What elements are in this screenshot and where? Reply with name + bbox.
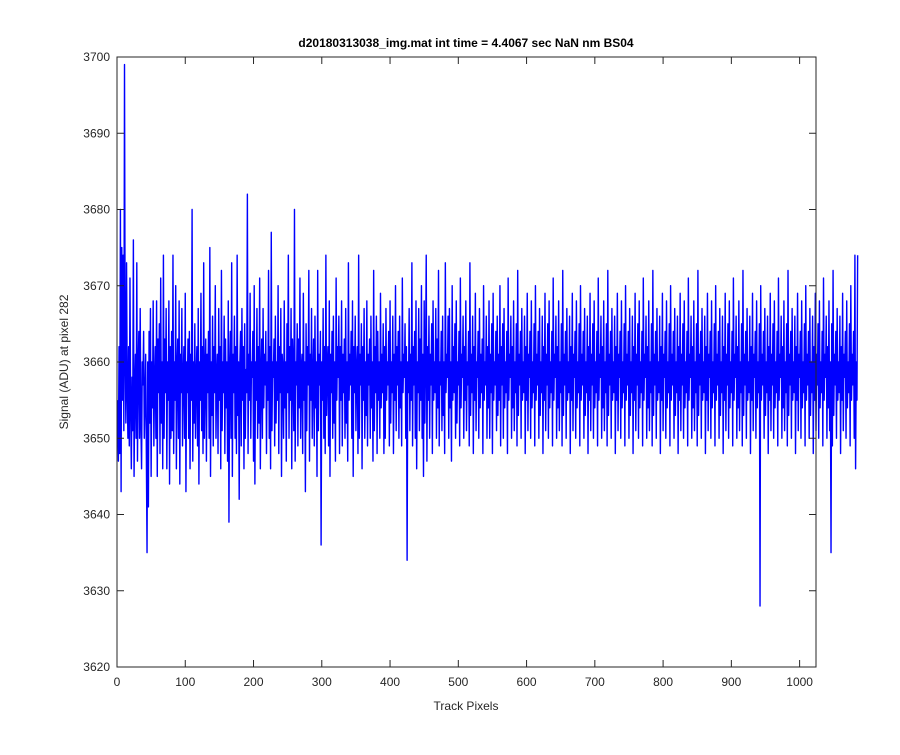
x-tick-label: 100: [175, 675, 195, 689]
x-tick-label: 1000: [786, 675, 813, 689]
x-tick-label: 300: [312, 675, 332, 689]
series-line: [116, 63, 859, 607]
y-tick-label: 3640: [83, 508, 110, 522]
series-layer: [116, 63, 859, 607]
x-axis: 0 100 200 300 400 500 600 700 800 900 1000: [114, 57, 813, 689]
x-tick-label: 900: [721, 675, 741, 689]
y-tick-label: 3630: [83, 584, 110, 598]
y-tick-label: 3660: [83, 355, 110, 369]
y-tick-label: 3670: [83, 279, 110, 293]
y-axis: 3620 3630 3640 3650 3660 3670 3680 3690 3700: [83, 50, 816, 674]
x-tick-label: 700: [585, 675, 605, 689]
y-tick-label: 3620: [83, 660, 110, 674]
x-tick-label: 800: [653, 675, 673, 689]
y-tick-label: 3690: [83, 126, 110, 140]
x-tick-label: 200: [244, 675, 264, 689]
y-tick-label: 3650: [83, 431, 110, 445]
x-tick-label: 500: [448, 675, 468, 689]
y-tick-label: 3680: [83, 203, 110, 217]
x-tick-label: 600: [517, 675, 537, 689]
x-tick-label: 0: [114, 675, 121, 689]
chart-title: d20180313038_img.mat int time = 4.4067 s…: [298, 36, 634, 50]
plot-area: [116, 56, 859, 668]
x-tick-label: 400: [380, 675, 400, 689]
y-axis-label: Signal (ADU) at pixel 282: [57, 294, 71, 429]
x-axis-label: Track Pixels: [434, 699, 499, 713]
y-tick-label: 3700: [83, 50, 110, 64]
